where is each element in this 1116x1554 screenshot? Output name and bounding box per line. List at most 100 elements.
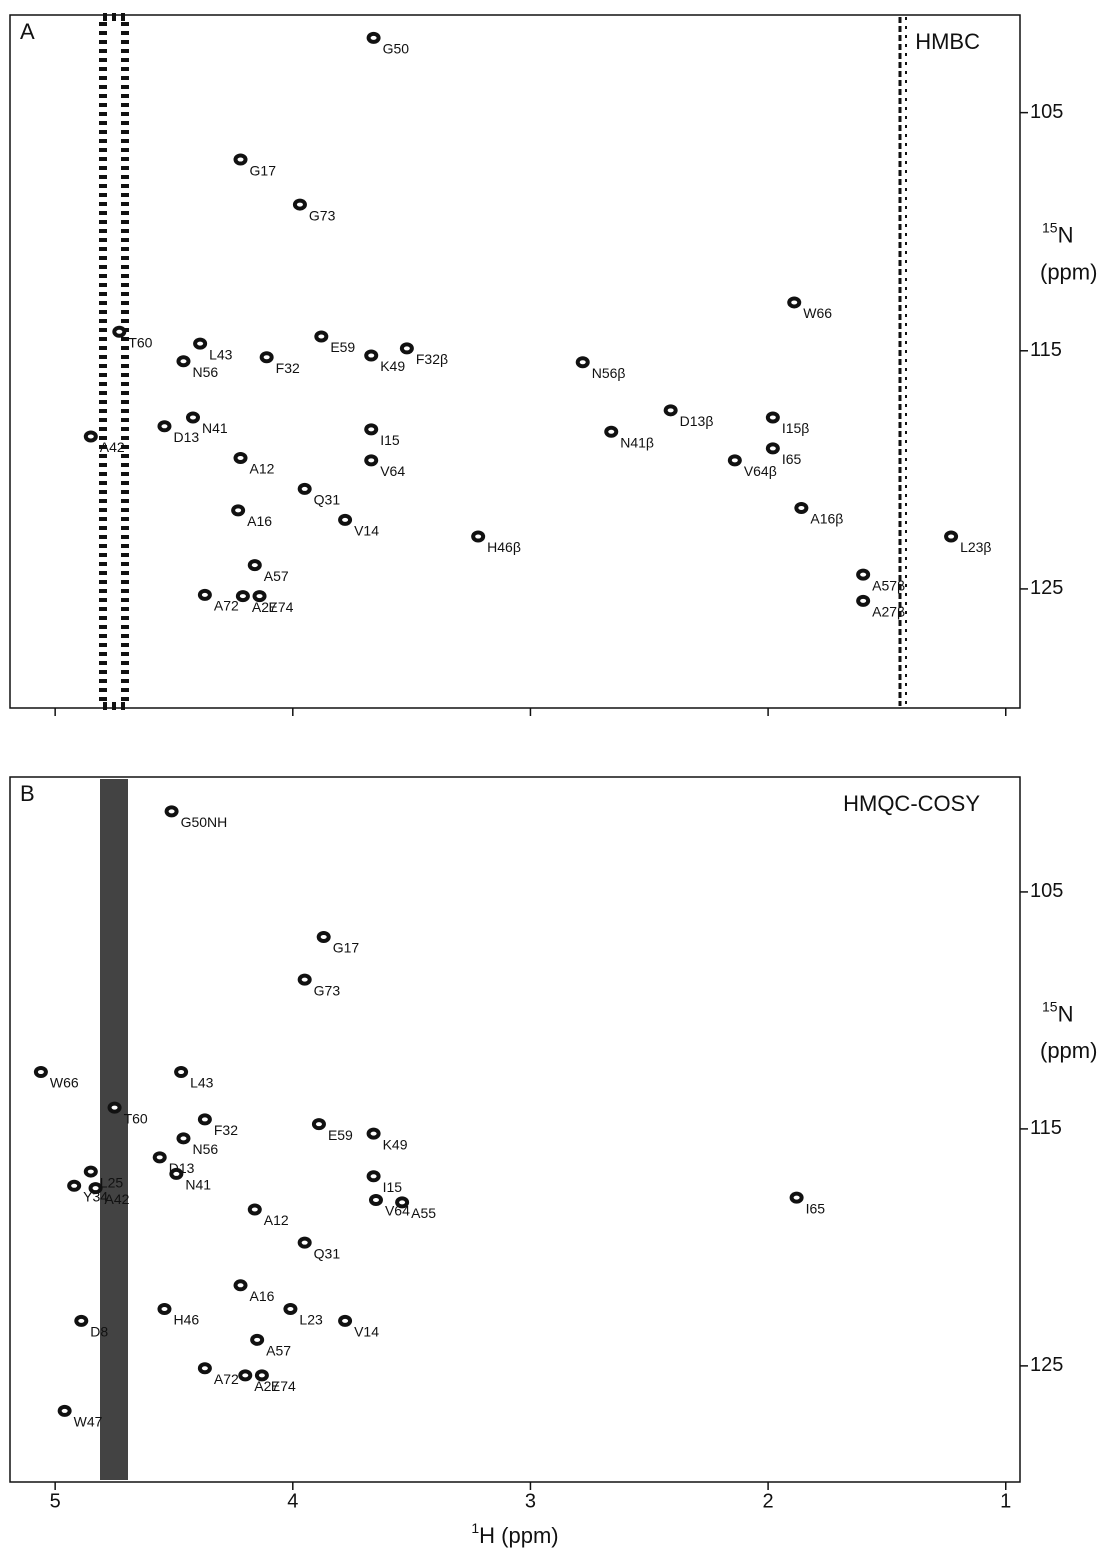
peak-contour (180, 359, 186, 363)
peak-contour (88, 435, 94, 439)
peak-contour (161, 1307, 167, 1311)
peak-contour (190, 415, 196, 419)
y-label-isotope: 15 (1042, 219, 1058, 235)
y-tick-label: 125 (1030, 577, 1063, 599)
panel-title: HMBC (915, 29, 980, 54)
peak-contour (254, 1338, 260, 1342)
peak-label: I65 (806, 1200, 826, 1216)
peak-label: I65 (782, 451, 802, 467)
peak-label: A57 (264, 568, 289, 584)
peak-contour (668, 408, 674, 412)
y-tick-label: 125 (1030, 1354, 1063, 1376)
peak-contour (238, 1283, 244, 1287)
peak-contour (38, 1070, 44, 1074)
x-tick-label: 4 (287, 1490, 298, 1512)
peak-label: A55 (411, 1205, 436, 1221)
peak-label: K49 (380, 358, 405, 374)
peak-label: V64 (380, 463, 405, 479)
peak-label: N56 (192, 1141, 218, 1157)
x-label-text: H (ppm) (479, 1523, 558, 1548)
peak-label: L43 (209, 346, 233, 362)
y-axis-label: 15N (1042, 219, 1073, 247)
peak-label: G50NH (181, 814, 228, 830)
peak-contour (257, 594, 263, 598)
x-tick-label: 2 (763, 1490, 774, 1512)
peak-label: A16 (247, 513, 272, 529)
solvent-stripe (100, 779, 128, 1480)
peak-contour (798, 506, 804, 510)
peak-contour (399, 1200, 405, 1204)
y-tick-label: 115 (1030, 1117, 1062, 1139)
panel-letter: A (20, 19, 35, 44)
peak-contour (93, 1186, 99, 1190)
peak-label: A42 (100, 439, 125, 455)
y-tick-label: 105 (1030, 880, 1063, 902)
peak-contour (161, 424, 167, 428)
peak-contour (794, 1196, 800, 1200)
peak-contour (342, 1319, 348, 1323)
peak-label: A12 (250, 461, 275, 477)
peak-contour (321, 935, 327, 939)
peak-label: N41 (185, 1177, 211, 1193)
peak-contour (580, 360, 586, 364)
peak-contour (371, 1132, 377, 1136)
peak-label: G73 (309, 207, 336, 223)
peak-label: A57β (872, 577, 905, 593)
y-label-nucleus: N (1058, 223, 1074, 248)
peak-contour (78, 1319, 84, 1323)
peak-contour (475, 535, 481, 539)
peak-label: F32 (214, 1122, 238, 1138)
peak-contour (238, 456, 244, 460)
y-tick-label: 105 (1030, 101, 1063, 123)
panel-frame (10, 777, 1020, 1482)
peak-label: H46 (173, 1312, 199, 1328)
peak-label: I15β (782, 420, 810, 436)
peak-label: T60 (124, 1110, 148, 1126)
peak-label: W66 (50, 1075, 79, 1091)
figure: AHMBC10511512515N(ppm)G50G17G73W66T60L43… (0, 0, 1116, 1554)
peak-contour (62, 1409, 68, 1413)
peak-contour (368, 427, 374, 431)
peak-contour (302, 487, 308, 491)
peak-contour (297, 203, 303, 207)
peak-label: A27β (872, 604, 905, 620)
peak-contour (318, 334, 324, 338)
peak-label: W47 (74, 1414, 103, 1430)
peak-label: N56β (592, 365, 626, 381)
x-tick-label: 5 (50, 1490, 61, 1512)
peak-label: D8 (90, 1324, 108, 1340)
peak-contour (252, 1207, 258, 1211)
peak-contour (770, 446, 776, 450)
peak-label: G17 (250, 162, 277, 178)
x-label-isotope: 1 (471, 1520, 479, 1536)
peak-contour (302, 1241, 308, 1245)
y-label-nucleus: N (1058, 1001, 1074, 1026)
peak-contour (112, 1106, 118, 1110)
peak-label: Q31 (314, 492, 341, 508)
peak-label: N41β (620, 434, 654, 450)
y-label-isotope: 15 (1042, 998, 1058, 1014)
peak-contour (368, 458, 374, 462)
peak-label: L23β (960, 539, 991, 555)
y-axis-unit: (ppm) (1040, 1038, 1097, 1063)
peak-contour (178, 1070, 184, 1074)
peak-label: I15 (380, 432, 400, 448)
peak-contour (259, 1373, 265, 1377)
peak-label: A57 (266, 1343, 291, 1359)
peak-label: A72 (214, 1371, 239, 1387)
peak-label: L23 (299, 1312, 323, 1328)
peak-label: G73 (314, 982, 341, 998)
peak-contour (770, 415, 776, 419)
peak-contour (948, 535, 954, 539)
peak-label: D13β (680, 413, 714, 429)
peak-contour (368, 354, 374, 358)
peak-label: N41 (202, 420, 228, 436)
peak-contour (242, 1373, 248, 1377)
peak-label: T60 (128, 334, 152, 350)
peak-contour (287, 1307, 293, 1311)
peak-label: I15 (383, 1179, 403, 1195)
y-tick-label: 115 (1030, 339, 1062, 361)
peak-label: N56 (192, 364, 218, 380)
peak-contour (860, 573, 866, 577)
peak-contour (173, 1172, 179, 1176)
